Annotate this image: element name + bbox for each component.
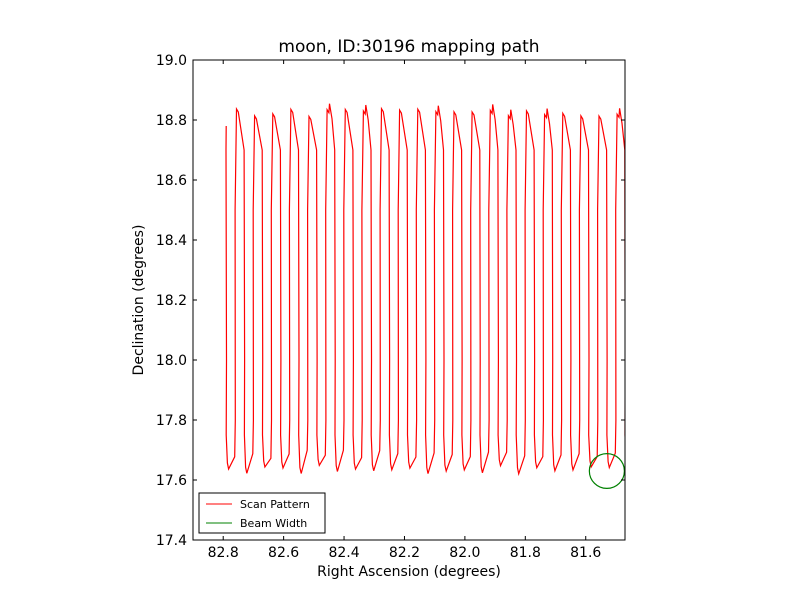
scan-pattern-series <box>225 103 625 477</box>
x-tick-label: 82.2 <box>389 545 420 561</box>
y-tick-label: 18.8 <box>156 113 187 129</box>
beam-width-series <box>588 453 625 490</box>
y-tick-label: 17.4 <box>156 533 187 549</box>
x-axis: 82.8 82.6 82.4 82.2 82.0 81.8 81.6 <box>208 60 601 561</box>
x-tick-label: 82.4 <box>328 545 359 561</box>
y-tick-label: 17.8 <box>156 413 187 429</box>
y-tick-label: 18.6 <box>156 173 187 189</box>
chart-title: moon, ID:30196 mapping path <box>278 37 539 57</box>
plot-frame <box>192 59 626 541</box>
x-tick-label: 82.8 <box>208 545 239 561</box>
legend-beam-label: Beam Width <box>240 517 307 530</box>
legend-scan-label: Scan Pattern <box>240 498 310 511</box>
scan-pattern-line <box>225 103 625 477</box>
x-tick-label: 82.0 <box>449 545 480 561</box>
y-axis: 17.4 17.6 17.8 18.0 18.2 18.4 18.6 18.8 19.0 <box>156 53 625 549</box>
y-tick-label: 18.4 <box>156 233 187 249</box>
y-tick-label: 17.6 <box>156 473 187 489</box>
y-tick-label: 18.2 <box>156 293 187 309</box>
y-tick-label: 19.0 <box>156 53 187 69</box>
legend: Scan Pattern Beam Width <box>198 492 326 534</box>
beam-width-circle <box>588 453 625 490</box>
x-tick-label: 81.8 <box>510 545 541 561</box>
y-axis-label: Declination (degrees) <box>131 225 147 376</box>
x-axis-label: Right Ascension (degrees) <box>317 564 501 580</box>
y-tick-label: 18.0 <box>156 353 187 369</box>
x-tick-label: 82.6 <box>268 545 299 561</box>
legend-box <box>198 492 326 534</box>
x-tick-label: 81.6 <box>570 545 601 561</box>
